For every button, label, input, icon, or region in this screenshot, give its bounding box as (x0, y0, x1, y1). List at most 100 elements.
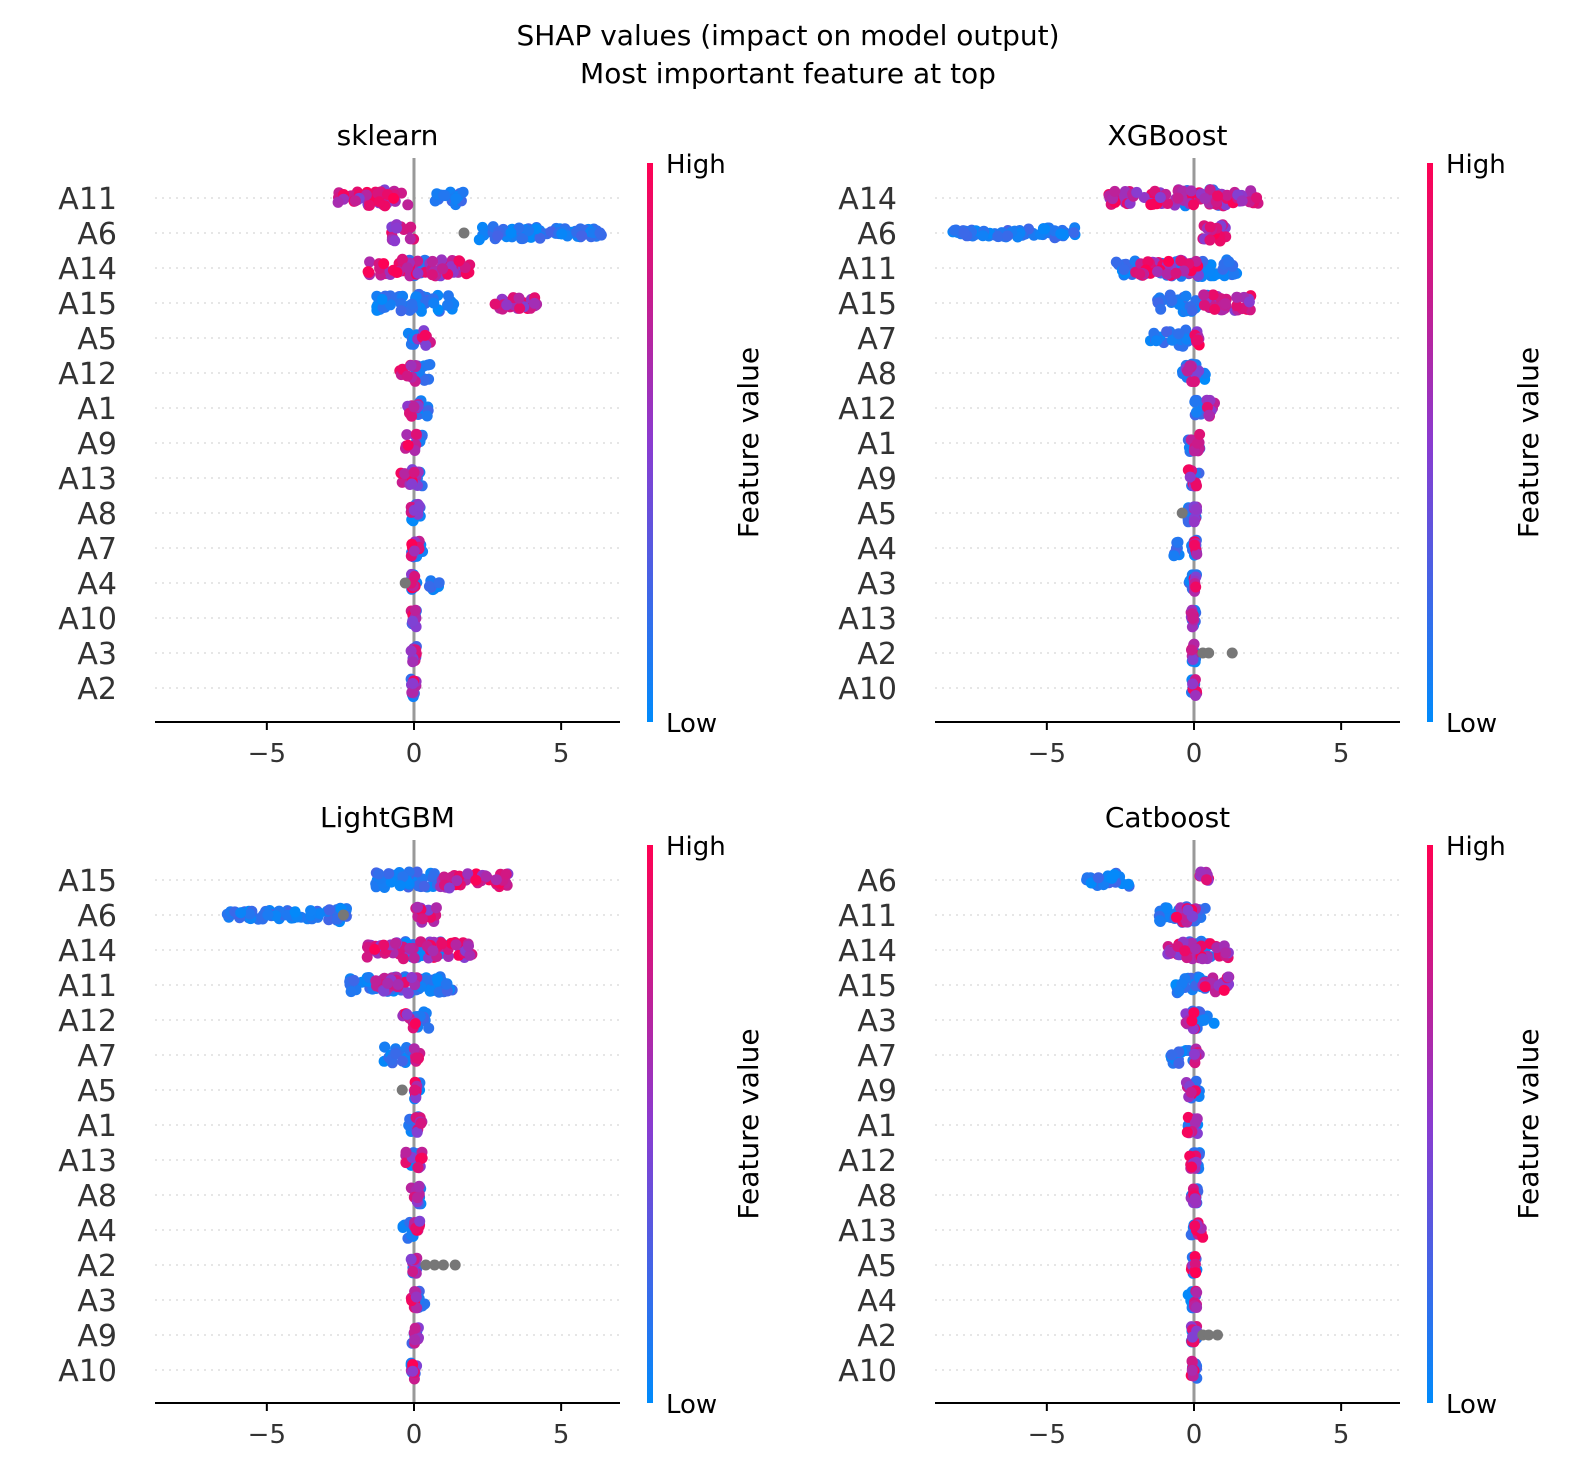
shap-point (1223, 256, 1235, 268)
shap-point (410, 604, 421, 616)
shap-point (411, 866, 423, 878)
shap-point (413, 1180, 425, 1192)
shap-point (1188, 539, 1200, 551)
shap-point (305, 905, 317, 917)
feature-label: A1 (77, 1109, 117, 1144)
shap-point (1203, 265, 1215, 277)
feature-label: A12 (838, 1144, 897, 1179)
colorbar-axis-label: Feature value (1512, 1028, 1545, 1219)
shap-point (992, 230, 1004, 242)
shap-point (1152, 266, 1163, 278)
shap-point (314, 907, 325, 919)
shap-point (412, 255, 424, 267)
shap-point (406, 298, 418, 310)
shap-point (392, 979, 404, 990)
colorbar-high-label: High (1446, 150, 1506, 180)
shap-point (362, 266, 374, 278)
shap-point (390, 937, 401, 949)
x-tick-label: 0 (406, 1420, 423, 1450)
feature-label: A5 (77, 322, 117, 357)
shap-point (409, 1084, 421, 1096)
shap-point (391, 222, 403, 234)
shap-point (1181, 1126, 1193, 1138)
missing-value-point (1226, 647, 1238, 659)
shap-point (415, 1117, 427, 1129)
feature-label: A12 (838, 392, 897, 427)
shap-point (418, 374, 430, 386)
feature-label: A15 (58, 287, 117, 322)
shap-point (1251, 192, 1263, 204)
shap-point (421, 410, 433, 422)
colorbar-axis-label: Feature value (732, 347, 765, 538)
shap-point (1189, 1193, 1201, 1205)
shap-point (411, 1126, 423, 1138)
shap-point (1186, 305, 1198, 316)
shap-point (1188, 516, 1200, 528)
colorbar-low-label: Low (1446, 709, 1497, 739)
feature-label: A6 (857, 864, 897, 899)
shap-point (450, 939, 462, 951)
missing-value-point (1203, 647, 1215, 659)
shap-point (244, 908, 256, 920)
feature-label: A13 (838, 602, 897, 637)
shap-point (1189, 1048, 1200, 1060)
missing-value-point (458, 227, 470, 239)
shap-point (423, 1022, 435, 1034)
feature-label: A7 (77, 532, 117, 567)
shap-point (1191, 1287, 1203, 1298)
shap-point (1186, 1015, 1198, 1027)
shap-point (1231, 300, 1243, 312)
shap-point (409, 1322, 421, 1334)
shap-point (1191, 548, 1203, 560)
feature-label: A3 (857, 1004, 897, 1039)
shap-point (1236, 195, 1248, 207)
shap-point (332, 196, 344, 208)
shap-point (1186, 1355, 1198, 1367)
shap-point (373, 868, 385, 880)
shap-point (1197, 953, 1208, 965)
shap-point (407, 678, 419, 689)
shap-point (378, 939, 390, 951)
shap-point (1166, 1049, 1178, 1061)
feature-label: A12 (58, 357, 117, 392)
shap-point (427, 945, 439, 957)
shap-point (1161, 902, 1173, 914)
shap-point (406, 972, 418, 983)
feature-label: A6 (857, 217, 897, 252)
shap-point (517, 233, 529, 245)
shap-point (1204, 221, 1216, 233)
shap-point (438, 189, 450, 201)
feature-label: A1 (857, 427, 897, 462)
panel-title: Catboost (1105, 801, 1230, 834)
x-tick-label: 5 (1333, 1420, 1350, 1450)
shap-point (1173, 328, 1185, 340)
shap-point (1172, 536, 1184, 548)
shap-point (1154, 192, 1166, 203)
feature-label: A12 (58, 1004, 117, 1039)
missing-value-point (449, 1259, 461, 1271)
feature-label: A15 (58, 864, 117, 899)
shap-point (1172, 192, 1184, 204)
x-tick-label: −5 (248, 1420, 286, 1450)
shap-point (369, 943, 381, 955)
shap-point (410, 428, 422, 440)
shap-point (1155, 303, 1167, 315)
x-tick-label: 5 (553, 1420, 570, 1450)
shap-point (408, 545, 420, 557)
shap-point (1199, 981, 1211, 993)
shap-point (576, 230, 588, 242)
shap-point (394, 880, 406, 892)
shap-point (1187, 612, 1199, 624)
missing-value-point (1203, 1329, 1215, 1341)
shap-point (437, 263, 449, 275)
shap-point (489, 298, 501, 310)
shap-point (406, 687, 418, 698)
feature-label: A2 (857, 1319, 897, 1354)
shap-point (412, 901, 423, 913)
missing-value-point (1176, 507, 1188, 519)
shap-point (408, 466, 420, 478)
x-tick-label: −5 (1028, 739, 1066, 769)
shap-point (1123, 878, 1134, 890)
